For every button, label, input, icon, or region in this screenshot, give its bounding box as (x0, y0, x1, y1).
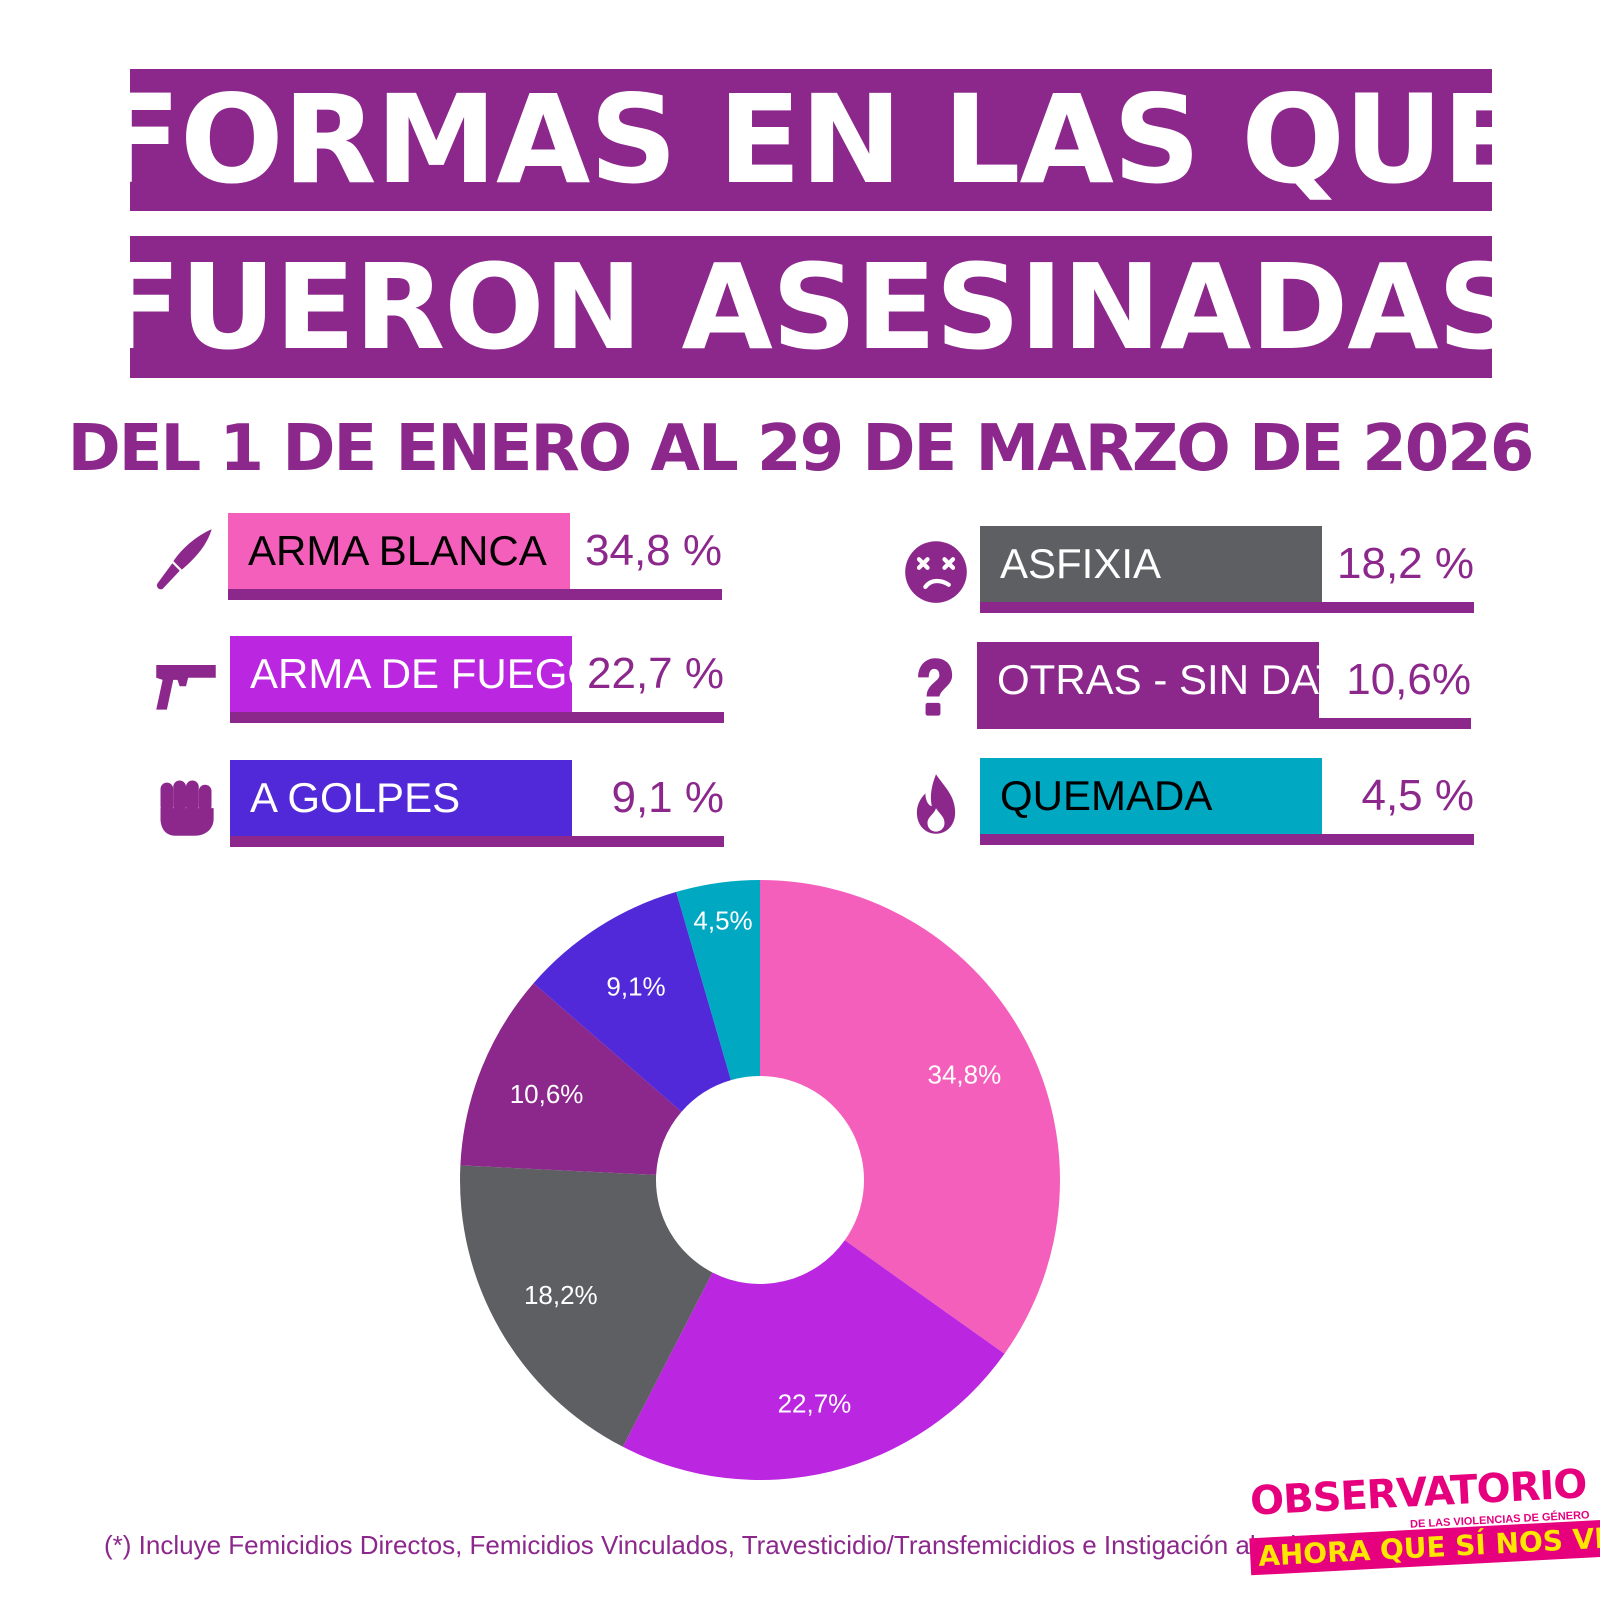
donut-slice-1 (760, 880, 1061, 1354)
legend-item-arma-de-fuego: ARMA DE FUEGO 22,7 % (156, 636, 730, 724)
legend-underline (230, 712, 724, 723)
legend-label-box: OTRAS - SIN DATOS (977, 642, 1319, 718)
legend-item-a-golpes: A GOLPES 9,1 % (160, 760, 730, 848)
fist-icon (152, 772, 220, 840)
legend-label: ARMA BLANCA (248, 527, 547, 574)
legend-label-box: A GOLPES (230, 760, 572, 836)
donut-slice-label-6: 4,5% (693, 906, 752, 936)
legend-label-box: ASFIXIA (980, 526, 1322, 602)
title-line-1: FORMAS EN LAS QUE (130, 69, 1492, 211)
legend-percentage: 9,1 % (611, 773, 724, 822)
legend-label-box: ARMA DE FUEGO (230, 636, 572, 712)
donut-slice-label-4: 10,6% (510, 1079, 584, 1109)
legend-item-otras-sin-datos: OTRAS - SIN DATOS 10,6% (918, 642, 1477, 730)
legend-label: QUEMADA (1000, 772, 1213, 819)
legend-item-asfixia: ASFIXIA 18,2 % (905, 526, 1480, 614)
legend-underline (230, 836, 724, 847)
legend-label: ASFIXIA (1000, 540, 1162, 587)
donut-chart: 34,8% 22,7% 18,2% 10,6% 9,1% 4,5% (459, 880, 1061, 1480)
legend-underline (228, 589, 722, 600)
dizzy-face-icon (902, 538, 970, 606)
legend-label: A GOLPES (250, 774, 461, 821)
donut-slice-3 (459, 1165, 713, 1447)
donut-slice-4 (460, 983, 682, 1175)
legend-underline (980, 602, 1474, 613)
legend-percentage: 18,2 % (1337, 539, 1474, 588)
legend-underline (980, 834, 1474, 845)
donut-slice-2 (622, 1240, 1005, 1480)
donut-slice-5 (533, 891, 731, 1112)
legend-percentage: 4,5 % (1361, 771, 1474, 820)
observatorio-logo: OBSERVATORIO DE LAS VIOLENCIAS DE GÉNERO… (1249, 1461, 1600, 1580)
flame-icon (902, 770, 970, 838)
donut-slice-label-3: 18,2% (524, 1280, 598, 1310)
title-text-1: FORMAS EN LAS QUE (130, 69, 1492, 211)
title-text-2: FUERON ASESINADAS (130, 238, 1492, 376)
footnote: (*) Incluye Femicidios Directos, Femicid… (104, 1530, 1350, 1560)
legend-item-quemada: QUEMADA 4,5 % (916, 758, 1480, 846)
legend-underline (977, 718, 1471, 729)
date-range-subtitle: DEL 1 DE ENERO AL 29 DE MARZO DE 2026 (67, 412, 1535, 486)
legend-percentage: 10,6% (1346, 655, 1471, 704)
legend-item-arma-blanca: ARMA BLANCA 34,8 % (156, 513, 728, 601)
donut-slice-label-1: 34,8% (928, 1060, 1002, 1090)
donut-slice-label-2: 22,7% (778, 1388, 852, 1418)
pistol-icon (152, 648, 220, 716)
legend-percentage: 34,8 % (585, 526, 722, 575)
title-line-2: FUERON ASESINADAS (130, 236, 1492, 378)
donut-slice-6 (676, 880, 760, 1081)
donut-slice-label-5: 9,1% (606, 971, 665, 1001)
knife-icon (150, 525, 218, 593)
legend-label: ARMA DE FUEGO (250, 650, 572, 697)
question-mark-icon (899, 654, 967, 722)
legend-percentage: 22,7 % (587, 649, 724, 698)
legend-label: OTRAS - SIN DATOS (997, 656, 1319, 703)
legend-label-box: QUEMADA (980, 758, 1322, 834)
legend-label-box: ARMA BLANCA (228, 513, 570, 589)
